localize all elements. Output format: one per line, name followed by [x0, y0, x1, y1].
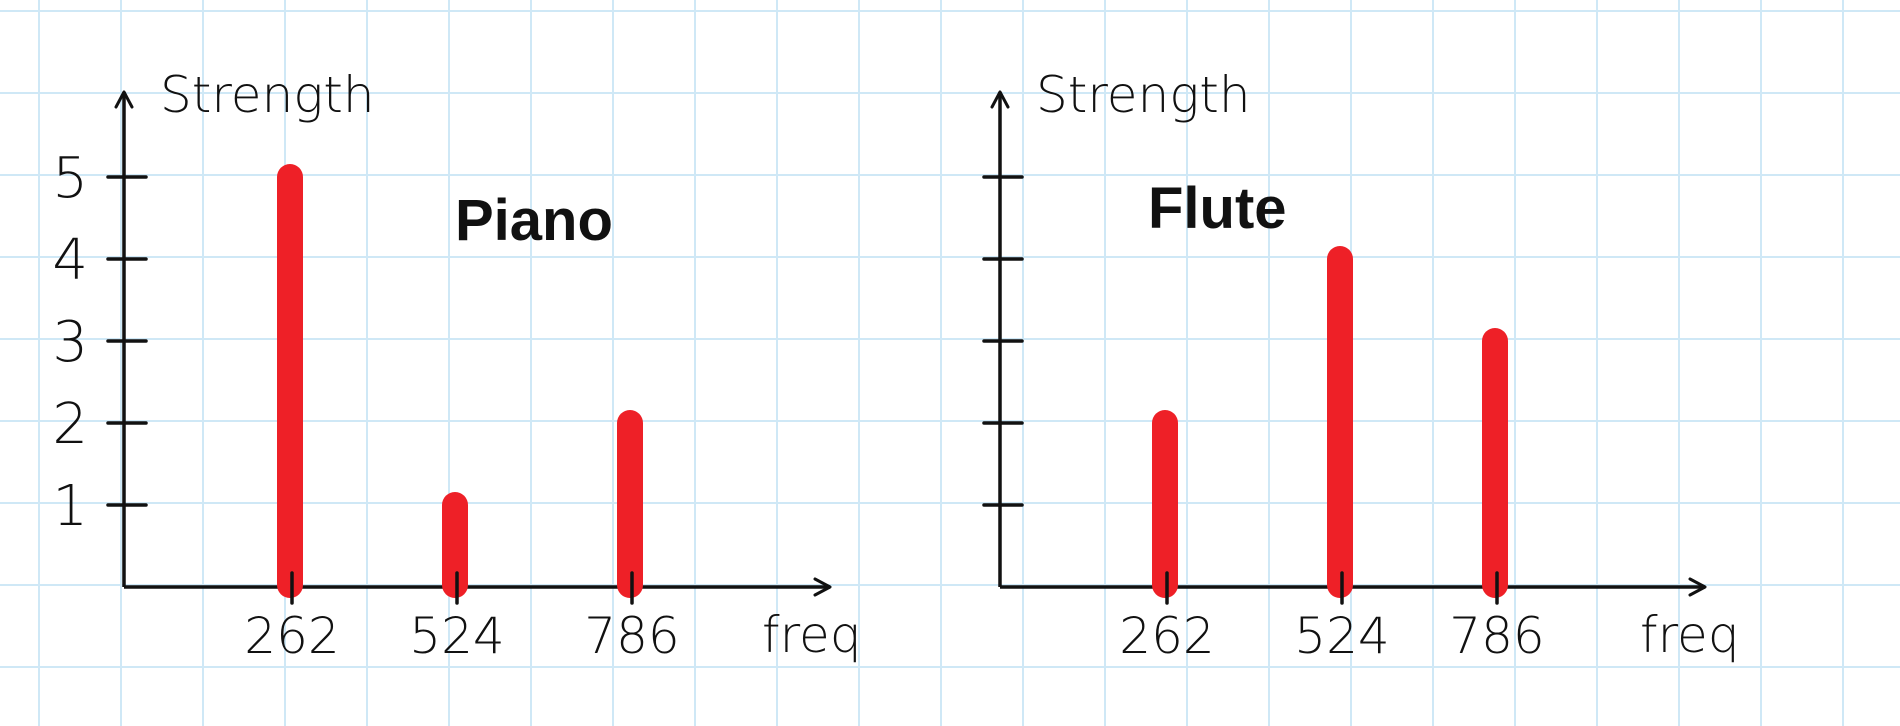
y-axis-label: Strength	[1036, 66, 1251, 124]
y-axis-label: Strength	[160, 66, 375, 124]
bars	[1152, 246, 1508, 598]
chart-title: Flute	[1148, 176, 1287, 241]
x-tick-label: 262	[244, 607, 339, 665]
y-tick-label: 5	[52, 146, 88, 211]
x-tick-label: 524	[409, 607, 504, 665]
y-tick-label: 2	[52, 392, 88, 457]
x-tick-label: 786	[1449, 607, 1544, 665]
x-tick-labels: 262 524 786	[1119, 571, 1545, 665]
x-axis-label: freq	[762, 606, 862, 664]
chart-panel-piano: Strength Piano freq 1 2 3 4 5 262 524 786	[52, 66, 861, 665]
y-ticks	[982, 175, 1024, 507]
chart-title: Piano	[455, 188, 613, 253]
x-tick-label: 262	[1119, 607, 1214, 665]
chart-panel-flute: Strength Flute freq 262 524 786	[982, 66, 1740, 665]
bars	[277, 164, 643, 598]
y-tick-label: 1	[52, 474, 88, 539]
x-axis-label: freq	[1640, 606, 1740, 664]
y-tick-label: 4	[52, 228, 88, 293]
y-ticks: 1 2 3 4 5	[52, 146, 148, 539]
x-tick-labels: 262 524 786	[244, 571, 680, 665]
y-tick-label: 3	[52, 310, 88, 375]
x-tick-label: 524	[1294, 607, 1389, 665]
x-tick-label: 786	[584, 607, 679, 665]
